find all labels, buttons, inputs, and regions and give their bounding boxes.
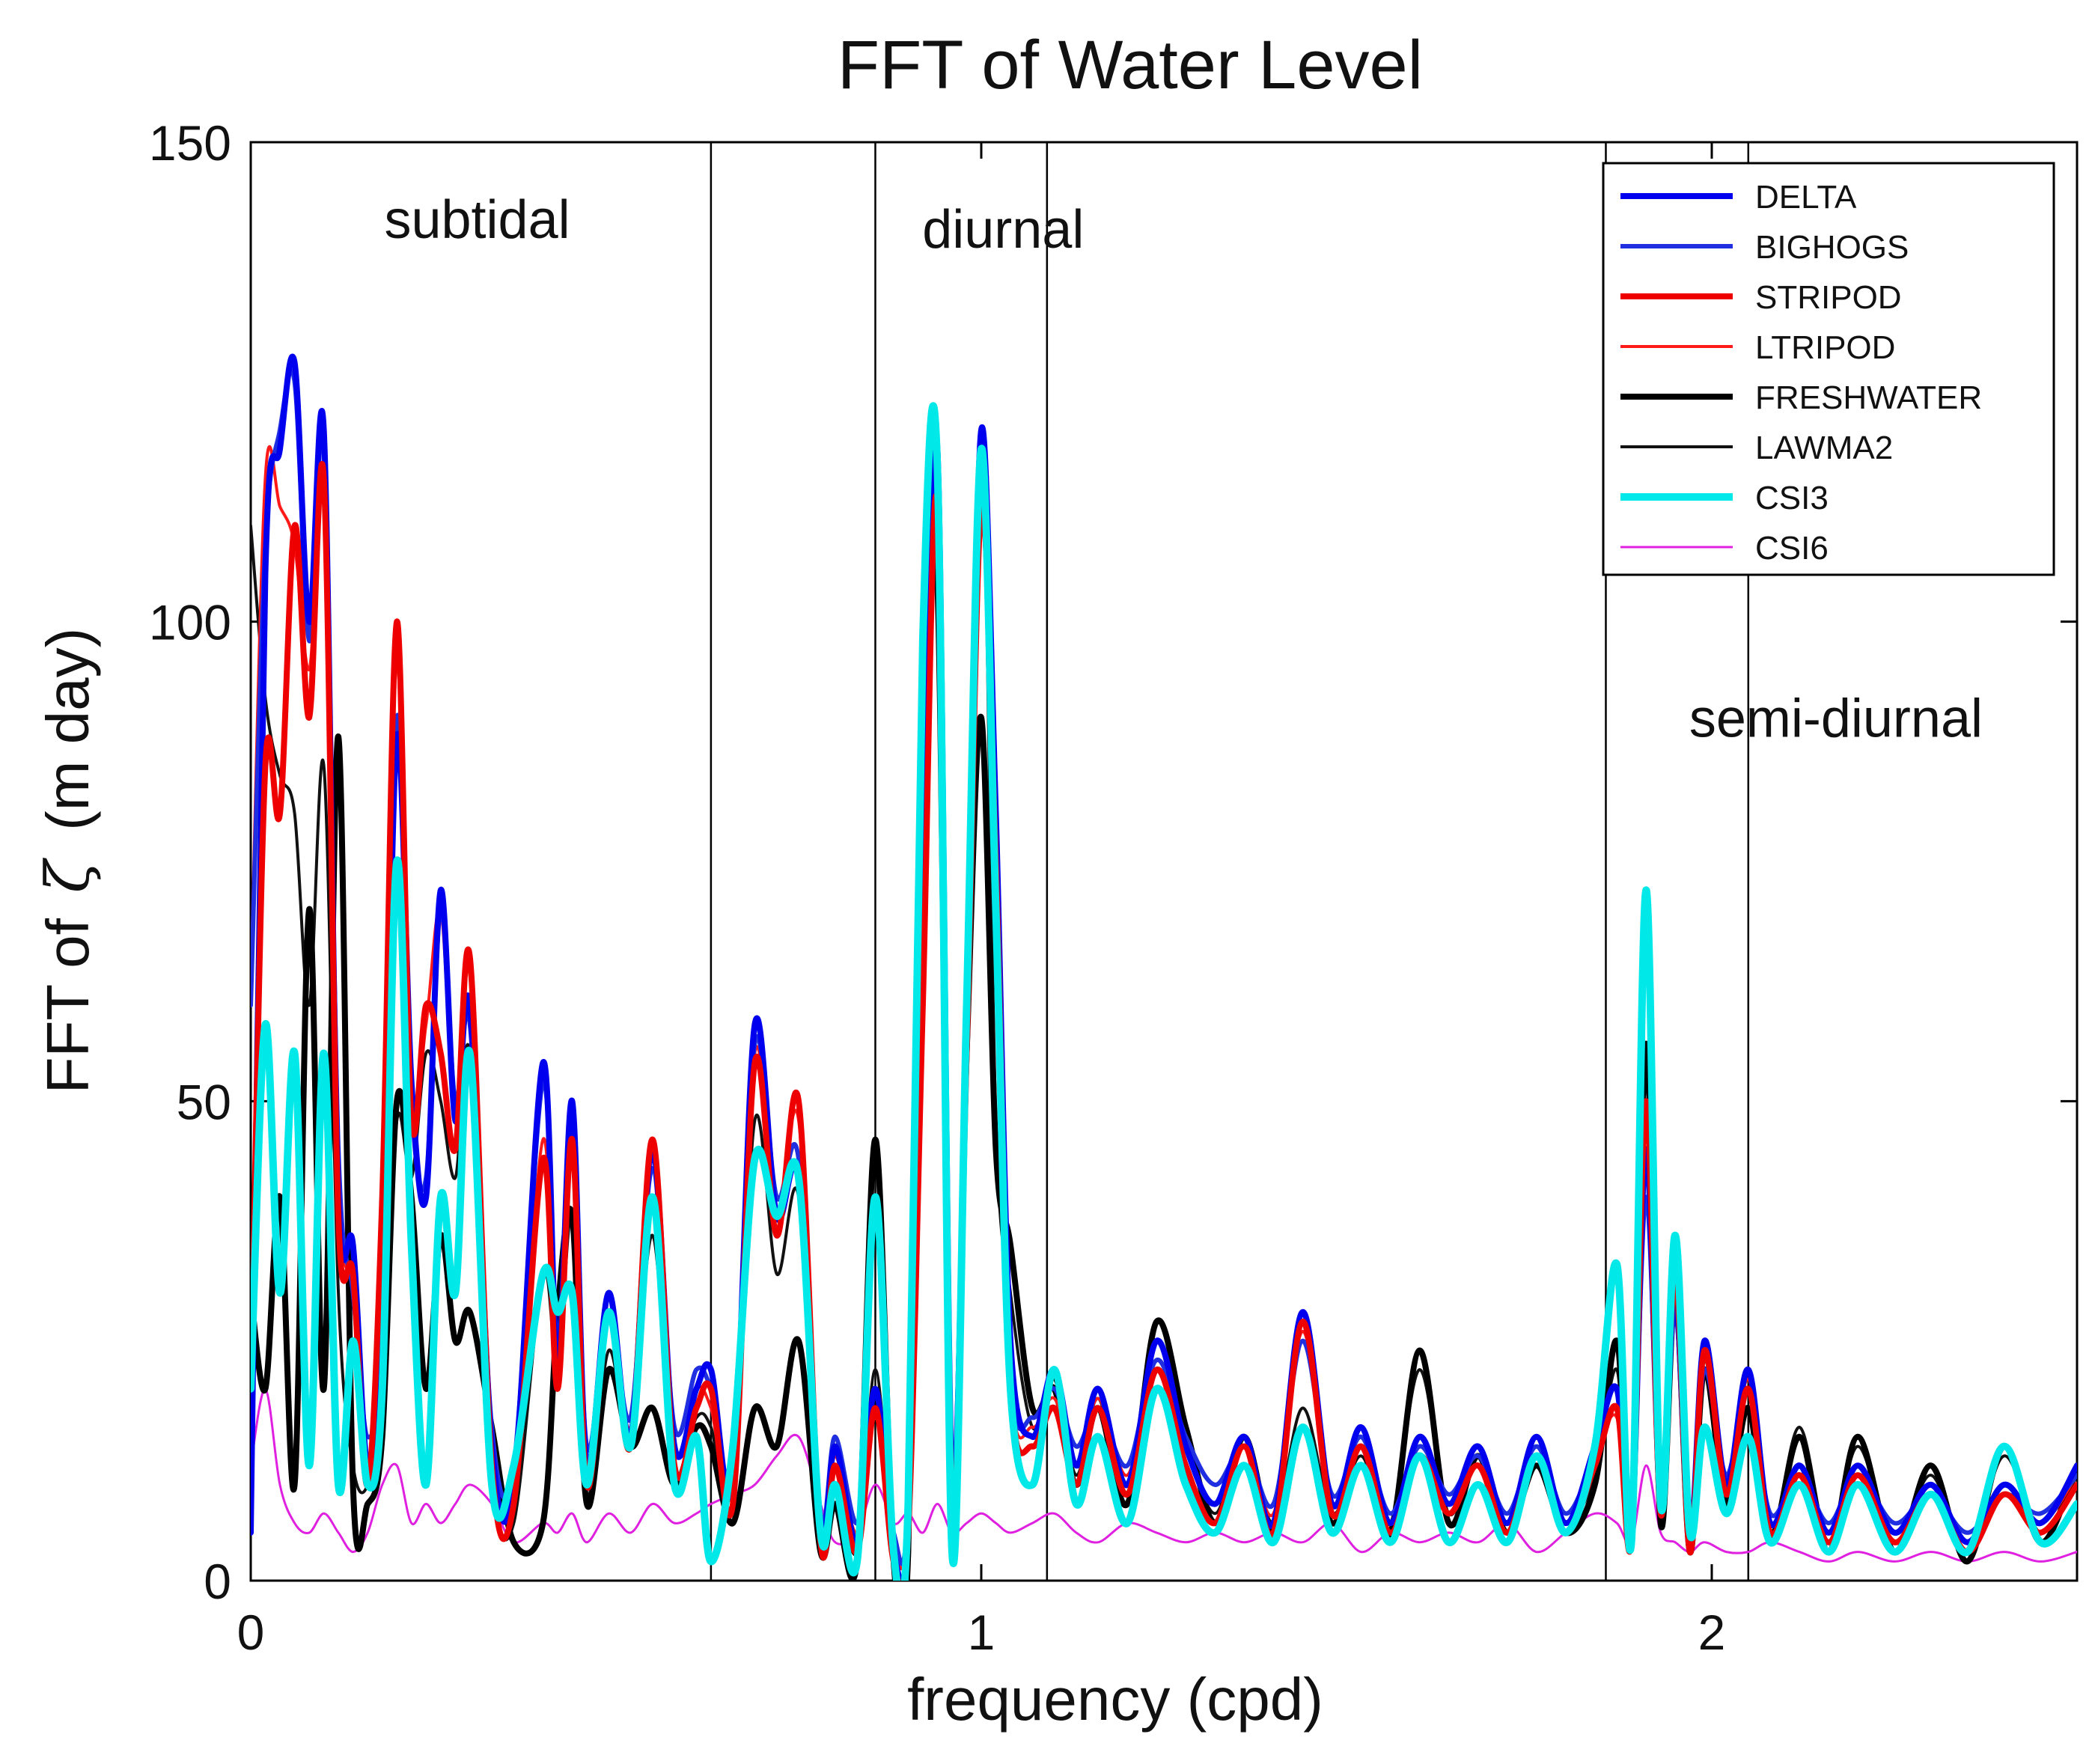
- y-axis-label-unit: (m day): [34, 628, 101, 831]
- series-line-csi3: [251, 402, 2077, 1581]
- y-tick-label: 50: [177, 1074, 231, 1129]
- legend-label-bighogs: BIGHOGS: [1755, 229, 1909, 266]
- band-label: diurnal: [922, 200, 1084, 260]
- series-lines: [251, 353, 2077, 1581]
- legend-label-lawma2: LAWMA2: [1755, 430, 1893, 466]
- band-labels: subtidal diurnal semi-diurnal: [384, 190, 1983, 748]
- axis-ticks: [249, 141, 2077, 1582]
- legend: DELTA BIGHOGS STRIPOD LTRIPOD FRESHWATER LAWM…: [1602, 162, 2055, 576]
- legend-entries: DELTA BIGHOGS STRIPOD LTRIPOD FRESHWATER LAWM…: [1620, 179, 1982, 567]
- y-axis-label-prefix: FFT of: [34, 918, 101, 1093]
- x-tick-label: 1: [968, 1605, 995, 1660]
- legend-label-csi6: CSI6: [1755, 530, 1829, 567]
- x-axis-label: frequency (cpd): [907, 1666, 1323, 1733]
- x-tick-labels: 0 1 2: [237, 1605, 1726, 1660]
- band-label: subtidal: [384, 190, 570, 250]
- legend-label-delta: DELTA: [1755, 179, 1857, 216]
- band-label: semi-diurnal: [1689, 689, 1983, 748]
- series-line-csi6: [251, 1388, 2077, 1563]
- y-axis-label-symbol: ζ: [33, 857, 103, 893]
- legend-label-ltripod: LTRIPOD: [1755, 329, 1895, 366]
- y-axis-label: FFT of ζ (m day): [33, 628, 103, 1094]
- y-tick-label: 100: [149, 595, 231, 650]
- y-tick-label: 0: [204, 1554, 231, 1609]
- legend-box: [1602, 162, 2055, 576]
- legend-label-stripod: STRIPOD: [1755, 279, 1902, 316]
- y-tick-label: 150: [149, 115, 231, 171]
- y-tick-labels: 0 50 100 150: [149, 115, 231, 1609]
- chart-title: FFT of Water Level: [838, 27, 1423, 103]
- legend-label-freshwater: FRESHWATER: [1755, 379, 1982, 416]
- plot-area-frame: [249, 141, 2079, 1582]
- legend-label-csi3: CSI3: [1755, 480, 1829, 516]
- x-tick-label: 2: [1698, 1605, 1726, 1660]
- x-tick-label: 0: [237, 1605, 265, 1660]
